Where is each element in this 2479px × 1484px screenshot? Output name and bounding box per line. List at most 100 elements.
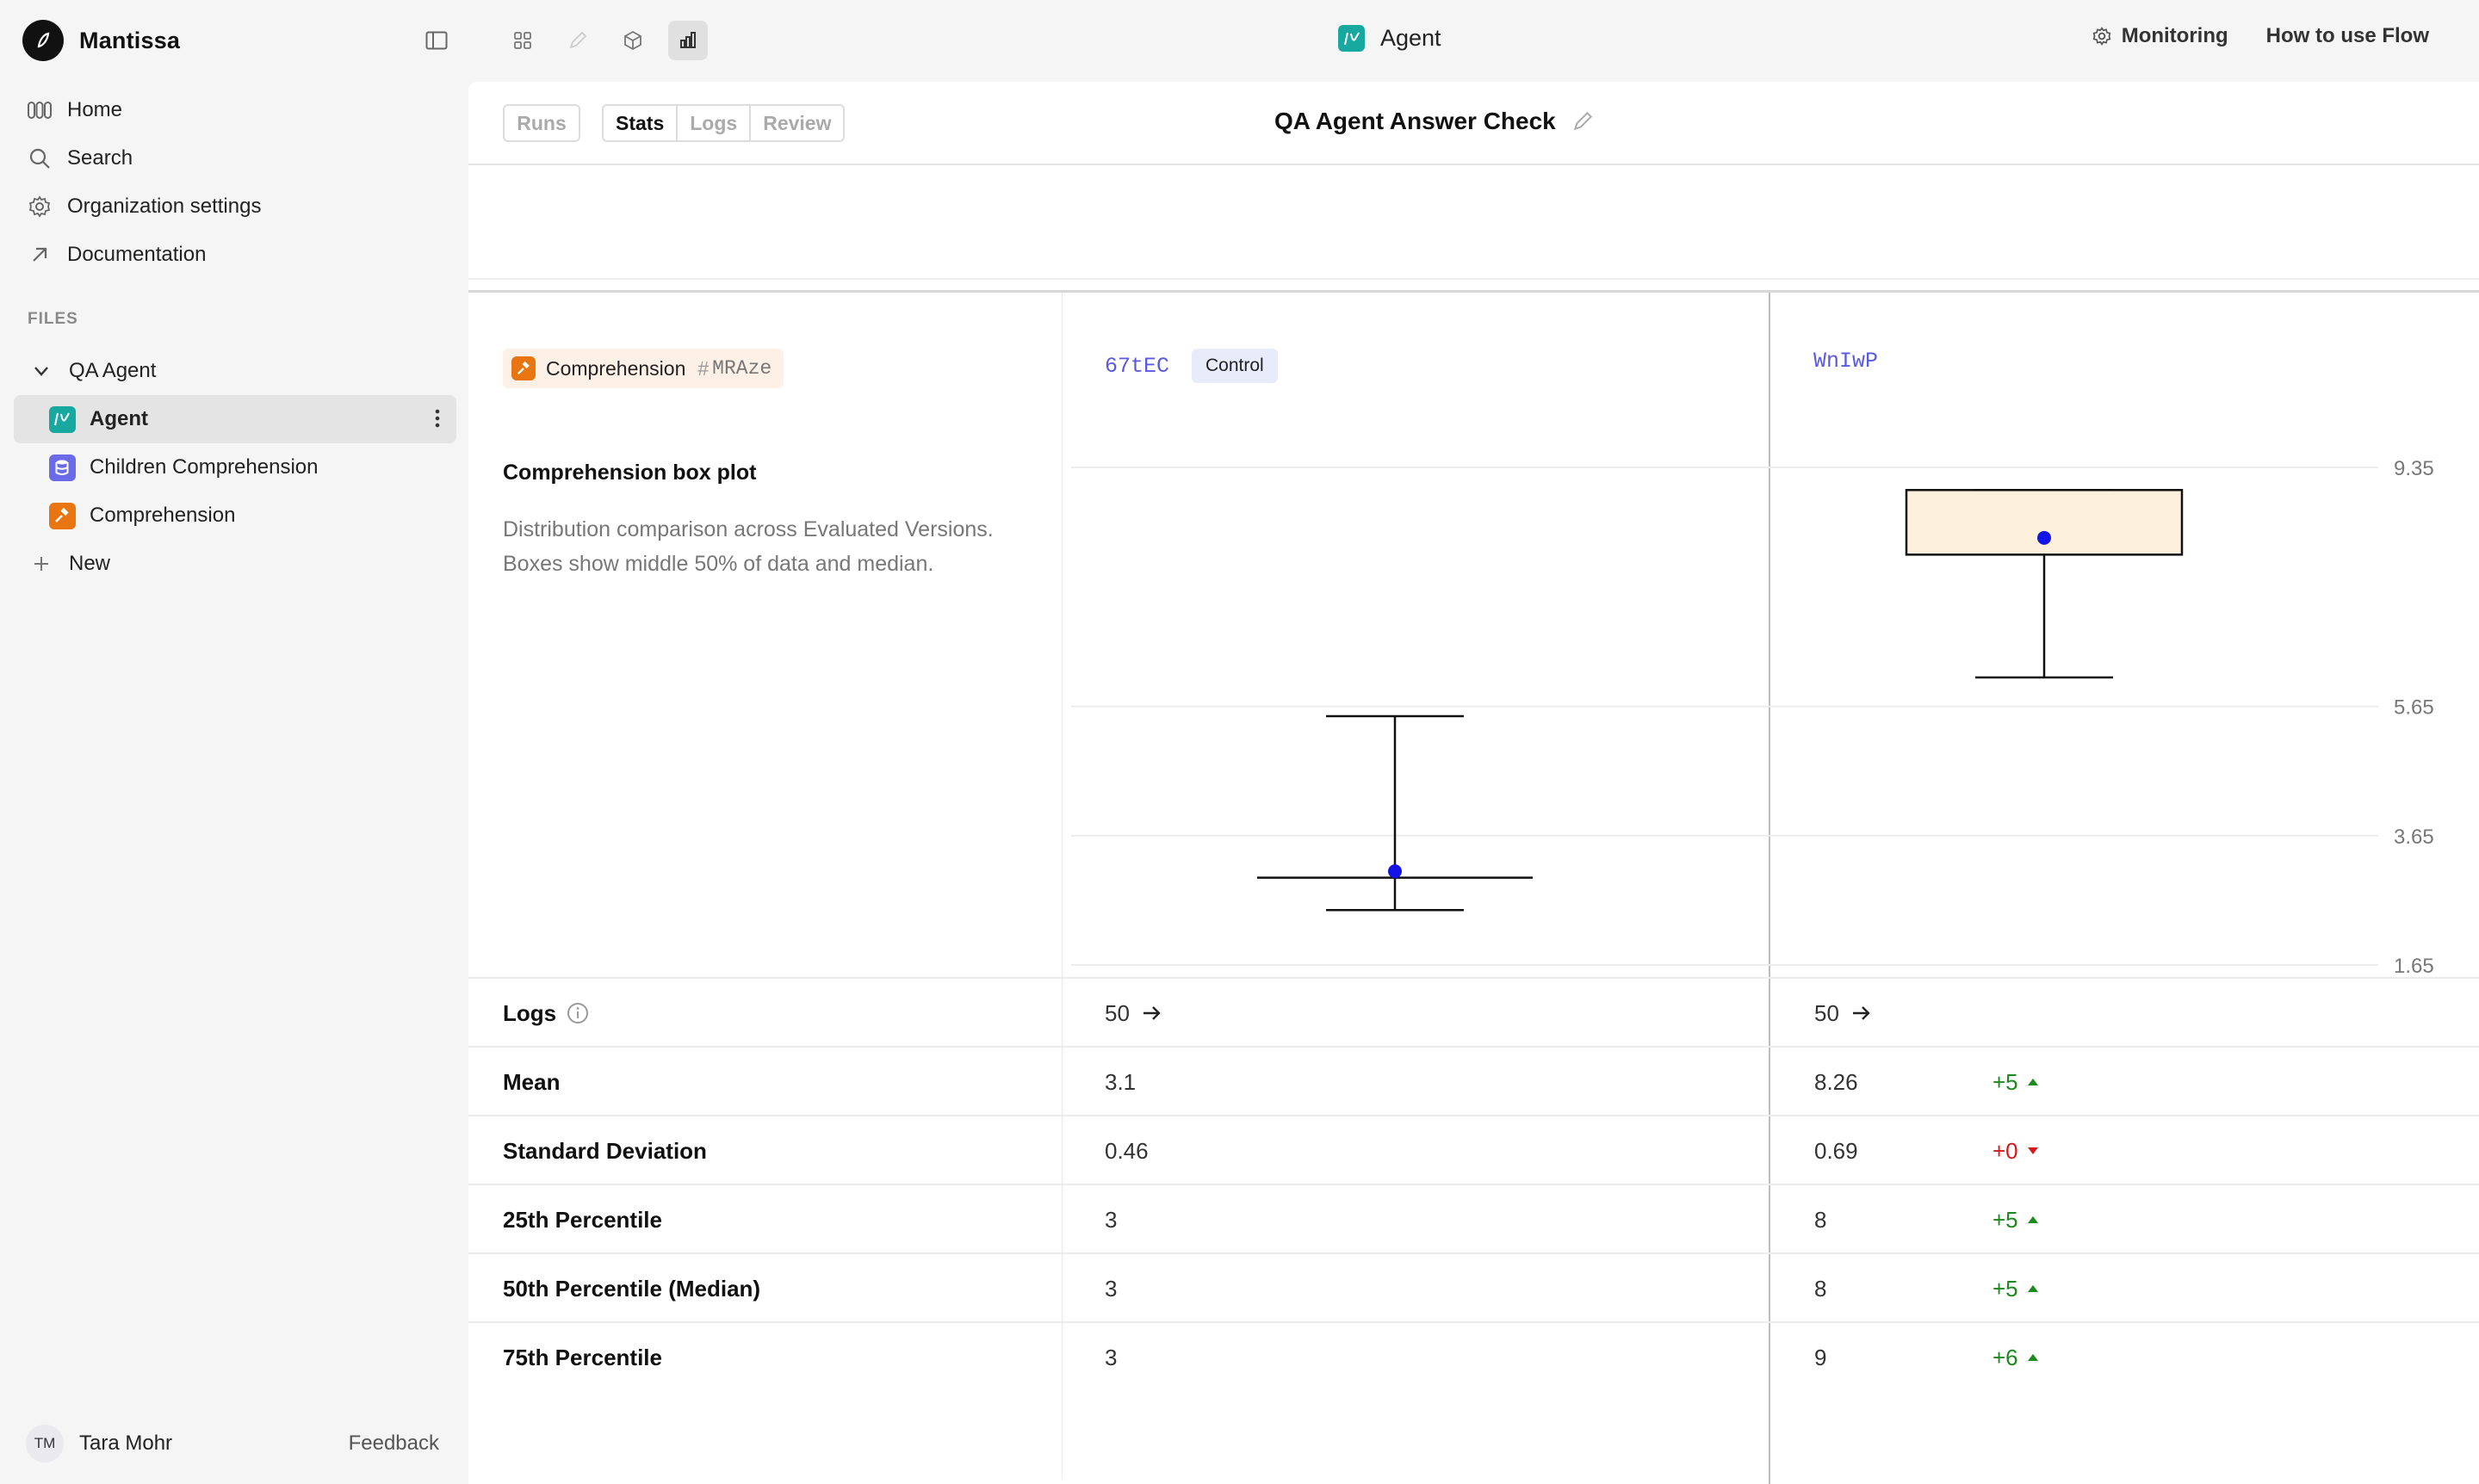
evaluator-file-icon [48,502,76,529]
stat-value-a: 3.1 [1105,1048,1136,1116]
stat-value-b: 8 [1814,1254,1826,1323]
collapse-sidebar-icon[interactable] [422,28,451,53]
grid-view-icon[interactable] [503,21,542,60]
sidebar-item-search[interactable]: Search [26,134,456,182]
stat-value-text: 9 [1814,1344,1827,1370]
brand[interactable]: Mantissa [22,20,181,61]
stat-value-b: 0.69 [1814,1116,1858,1185]
stat-value-b[interactable]: 50 [1814,979,1872,1048]
stat-label-text: 75th Percentile [503,1344,662,1370]
chevron-down-icon[interactable] [28,357,55,385]
stat-row: Mean 3.1 8.26 +5 [468,1046,2479,1115]
stat-value-text: 3 [1105,1206,1118,1233]
delta-text: +5 [1992,1206,2018,1233]
pencil-icon[interactable] [558,21,598,60]
tab-review[interactable]: Review [751,106,844,140]
plot-title: Comprehension box plot [503,461,757,485]
new-label: New [69,552,111,575]
mean-point [2037,530,2051,545]
edit-title-icon[interactable] [1571,110,1594,133]
avatar[interactable]: TM [26,1425,64,1462]
stat-label: Mean [503,1048,560,1116]
stat-row: 25th Percentile 3 8 +5 [468,1184,2479,1252]
tab-stats[interactable]: Stats [604,106,679,140]
more-options-icon[interactable] [434,407,441,436]
stat-value-a[interactable]: 50 [1105,979,1162,1048]
stat-label-text: 50th Percentile (Median) [503,1275,761,1302]
page-title: QA Agent Answer Check [1274,108,1594,135]
view-tabs: Stats Logs Review [602,104,846,142]
sidebar-item-documentation[interactable]: Documentation [26,231,456,279]
stat-value-b: 8 [1814,1185,1826,1254]
gear-icon [2092,27,2111,46]
stat-value-a: 3 [1105,1185,1117,1254]
file-title: Agent [1338,25,1441,52]
hash-icon: # [697,356,710,380]
runs-button[interactable]: Runs [503,104,580,142]
metric-code: MRAze [712,357,772,380]
file-item-agent[interactable]: Agent [14,395,456,443]
monitoring-button[interactable]: Monitoring [2092,24,2228,48]
top-right-actions: Monitoring How to use Flow [2092,24,2429,48]
delta-text: +5 [1992,1068,2018,1095]
triangle-up-icon [2027,1215,2039,1224]
folder-qa-agent[interactable]: QA Agent [14,347,456,395]
delta-text: +6 [1992,1344,2018,1370]
stat-value-b: 9 [1814,1323,1826,1392]
agent-file-icon [48,405,76,433]
new-file-button[interactable]: New [14,540,456,588]
search-icon [26,145,53,172]
app-name: Mantissa [79,27,181,53]
user-name[interactable]: Tara Mohr [79,1431,173,1455]
file-label: Comprehension [90,504,236,527]
plus-icon [28,550,55,578]
triangle-up-icon [2027,1353,2039,1362]
version-code[interactable]: 67tEC [1105,353,1170,379]
stat-value-text: 8 [1814,1275,1827,1302]
divider [468,290,2479,293]
file-item-children-comprehension[interactable]: Children Comprehension [14,443,456,492]
stat-label-text: Standard Deviation [503,1137,707,1164]
mode-switcher [503,21,723,60]
cube-icon[interactable] [613,21,653,60]
box-iqr [1905,489,2184,556]
y-tick-label: 9.35 [2394,457,2434,480]
agent-file-icon [1338,25,1365,52]
metric-tag[interactable]: Comprehension # MRAze [503,349,784,388]
home-icon [26,96,53,124]
metric-name: Comprehension [546,356,686,380]
tab-logs[interactable]: Logs [678,106,752,140]
stat-label-text: Logs [503,999,557,1026]
stat-label-text: Mean [503,1068,561,1095]
dataset-file-icon [48,454,76,481]
how-to-use-link[interactable]: How to use Flow [2265,24,2429,47]
arrow-right-icon[interactable] [1851,1005,1872,1022]
stat-row: Standard Deviation 0.46 0.69 +0 [468,1115,2479,1184]
file-item-comprehension[interactable]: Comprehension [14,492,456,540]
main-panel: Runs Stats Logs Review QA Agent Answer C… [468,82,2479,1484]
mantissa-logo-icon [22,20,64,61]
sidebar-item-label: Search [67,146,133,170]
divider [468,278,2479,280]
stat-label: Standard Deviation [503,1116,707,1185]
folder-label: QA Agent [69,359,157,382]
sidebar-item-home[interactable]: Home [26,86,456,134]
version-header-a: 67tEC Control [1105,349,1278,383]
feedback-link[interactable]: Feedback [348,1431,439,1455]
version-code[interactable]: WnIwP [1813,349,1879,374]
stat-value-a: 3 [1105,1254,1117,1323]
files-section-label: FILES [28,310,78,328]
y-tick-label: 3.65 [2394,825,2434,849]
plot-description: Distribution comparison across Evaluated… [503,517,994,576]
column-divider [1769,293,1770,1484]
version-header-b: WnIwP [1813,349,1878,374]
delta-value: +0 [1992,1116,2039,1185]
stat-value-text: 3.1 [1105,1068,1137,1095]
stat-value-text: 3 [1105,1344,1118,1370]
delta-value: +5 [1992,1185,2039,1254]
stat-value-text: 50 [1814,999,1839,1026]
info-icon[interactable] [567,1002,589,1024]
sidebar-item-organization-settings[interactable]: Organization settings [26,182,456,231]
arrow-right-icon[interactable] [1142,1005,1162,1022]
chart-icon[interactable] [668,21,708,60]
